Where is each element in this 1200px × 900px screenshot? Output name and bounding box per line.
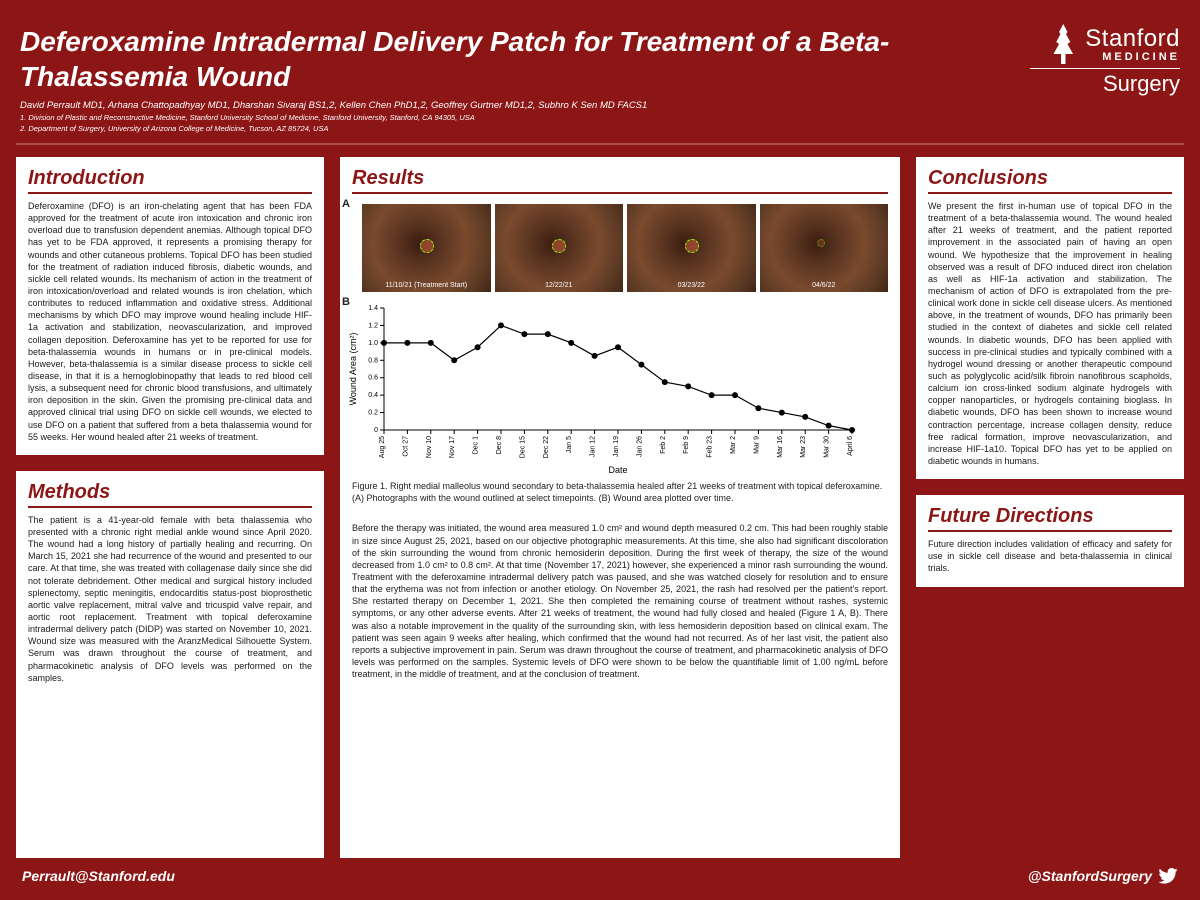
svg-text:0.4: 0.4	[368, 392, 378, 399]
svg-text:1.4: 1.4	[368, 305, 378, 312]
wound-photo-1: 11/10/21 (Treatment Start)	[362, 204, 491, 292]
poster-header: Deferoxamine Intradermal Delivery Patch …	[16, 16, 1184, 145]
poster-footer: Perrault@Stanford.edu @StanfordSurgery	[16, 858, 1184, 884]
svg-text:Mar 16: Mar 16	[777, 436, 784, 458]
future-panel: Future Directions Future direction inclu…	[916, 495, 1184, 586]
figure-caption: Figure 1. Right medial malleolus wound s…	[352, 481, 888, 504]
contact-email: Perrault@Stanford.edu	[22, 868, 175, 884]
svg-text:Aug 25: Aug 25	[379, 436, 386, 458]
svg-text:Mar 23: Mar 23	[800, 436, 807, 458]
svg-text:Wound Area (cm²): Wound Area (cm²)	[348, 333, 358, 406]
svg-text:Nov 10: Nov 10	[426, 436, 433, 458]
svg-text:Mar 30: Mar 30	[824, 436, 831, 458]
middle-column: Results A 11/10/21 (Treatment Start) 12/…	[340, 157, 900, 858]
wound-photo-4: 04/6/22	[760, 204, 889, 292]
left-column: Introduction Deferoxamine (DFO) is an ir…	[16, 157, 324, 858]
svg-text:April 6: April 6	[847, 436, 854, 456]
photo-date-4: 04/6/22	[812, 282, 835, 289]
introduction-panel: Introduction Deferoxamine (DFO) is an ir…	[16, 157, 324, 455]
affiliation-1: 1. Division of Plastic and Reconstructiv…	[20, 113, 1010, 122]
right-column: Conclusions We present the first in-huma…	[916, 157, 1184, 858]
figure-b-label: B	[342, 296, 350, 308]
svg-text:Feb 9: Feb 9	[683, 436, 690, 454]
wound-photo-3: 03/23/22	[627, 204, 756, 292]
future-body: Future direction includes validation of …	[928, 538, 1172, 574]
wound-photo-row: 11/10/21 (Treatment Start) 12/22/21 03/2…	[362, 204, 888, 292]
svg-text:Nov 17: Nov 17	[449, 436, 456, 458]
svg-text:0: 0	[374, 427, 378, 434]
introduction-heading: Introduction	[28, 167, 312, 194]
svg-text:1.0: 1.0	[368, 340, 378, 347]
poster-title: Deferoxamine Intradermal Delivery Patch …	[20, 24, 1010, 94]
logo-dept: Surgery	[1103, 71, 1180, 97]
svg-text:Oct 27: Oct 27	[402, 436, 409, 457]
wound-area-chart: B 00.20.40.60.81.01.21.4Aug 25Oct 27Nov …	[342, 300, 888, 475]
twitter-icon	[1158, 868, 1178, 884]
logo-stanford: Stanford	[1085, 25, 1180, 53]
svg-text:Mar 9: Mar 9	[753, 436, 760, 454]
svg-text:Feb 23: Feb 23	[707, 436, 714, 458]
svg-text:Dec 1: Dec 1	[473, 436, 480, 454]
author-list: David Perrault MD1, Arhana Chattopadhyay…	[20, 100, 1010, 111]
conclusions-heading: Conclusions	[928, 167, 1172, 194]
future-heading: Future Directions	[928, 505, 1172, 532]
methods-heading: Methods	[28, 481, 312, 508]
introduction-body: Deferoxamine (DFO) is an iron-chelating …	[28, 200, 312, 443]
photo-date-1: 11/10/21 (Treatment Start)	[385, 282, 467, 289]
results-panel: Results A 11/10/21 (Treatment Start) 12/…	[340, 157, 900, 858]
tree-icon	[1049, 24, 1077, 64]
svg-text:Dec 15: Dec 15	[519, 436, 526, 458]
svg-text:Jan 26: Jan 26	[636, 436, 643, 457]
conclusions-panel: Conclusions We present the first in-huma…	[916, 157, 1184, 479]
results-heading: Results	[352, 167, 888, 194]
line-chart-svg: 0 0.2 0.4 0.6 0.8 1.0 1.2 1.4 Aug 25 Oct 27 Nov 10…	[342, 300, 862, 475]
wound-photo-2: 12/22/21	[495, 204, 624, 292]
svg-text:Jan 5: Jan 5	[566, 436, 573, 453]
methods-body: The patient is a 41-year-old female with…	[28, 514, 312, 684]
svg-text:Dec 22: Dec 22	[543, 436, 550, 458]
poster-body: Introduction Deferoxamine (DFO) is an ir…	[16, 157, 1184, 858]
svg-text:Dec 8: Dec 8	[496, 436, 503, 454]
title-block: Deferoxamine Intradermal Delivery Patch …	[20, 24, 1010, 133]
figure-a-label: A	[342, 198, 350, 210]
svg-text:Feb 2: Feb 2	[660, 436, 667, 454]
svg-text:Mar 2: Mar 2	[730, 436, 737, 454]
twitter-block: @StanfordSurgery	[1028, 868, 1178, 884]
svg-text:1.2: 1.2	[368, 322, 378, 329]
logo-divider	[1030, 68, 1180, 69]
svg-text:0.8: 0.8	[368, 357, 378, 364]
conclusions-body: We present the first in-human use of top…	[928, 200, 1172, 467]
twitter-handle: @StanfordSurgery	[1028, 868, 1152, 884]
affiliation-2: 2. Department of Surgery, University of …	[20, 124, 1010, 133]
svg-text:Date: Date	[608, 465, 627, 475]
svg-text:0.2: 0.2	[368, 410, 378, 417]
svg-text:Jan 12: Jan 12	[590, 436, 597, 457]
photo-date-2: 12/22/21	[545, 282, 572, 289]
svg-text:Jan 19: Jan 19	[613, 436, 620, 457]
svg-text:0.6: 0.6	[368, 375, 378, 382]
methods-panel: Methods The patient is a 41-year-old fem…	[16, 471, 324, 858]
photo-date-3: 03/23/22	[678, 282, 705, 289]
stanford-logo: Stanford MEDICINE Surgery	[1010, 24, 1180, 97]
results-body: Before the therapy was initiated, the wo…	[352, 522, 888, 680]
